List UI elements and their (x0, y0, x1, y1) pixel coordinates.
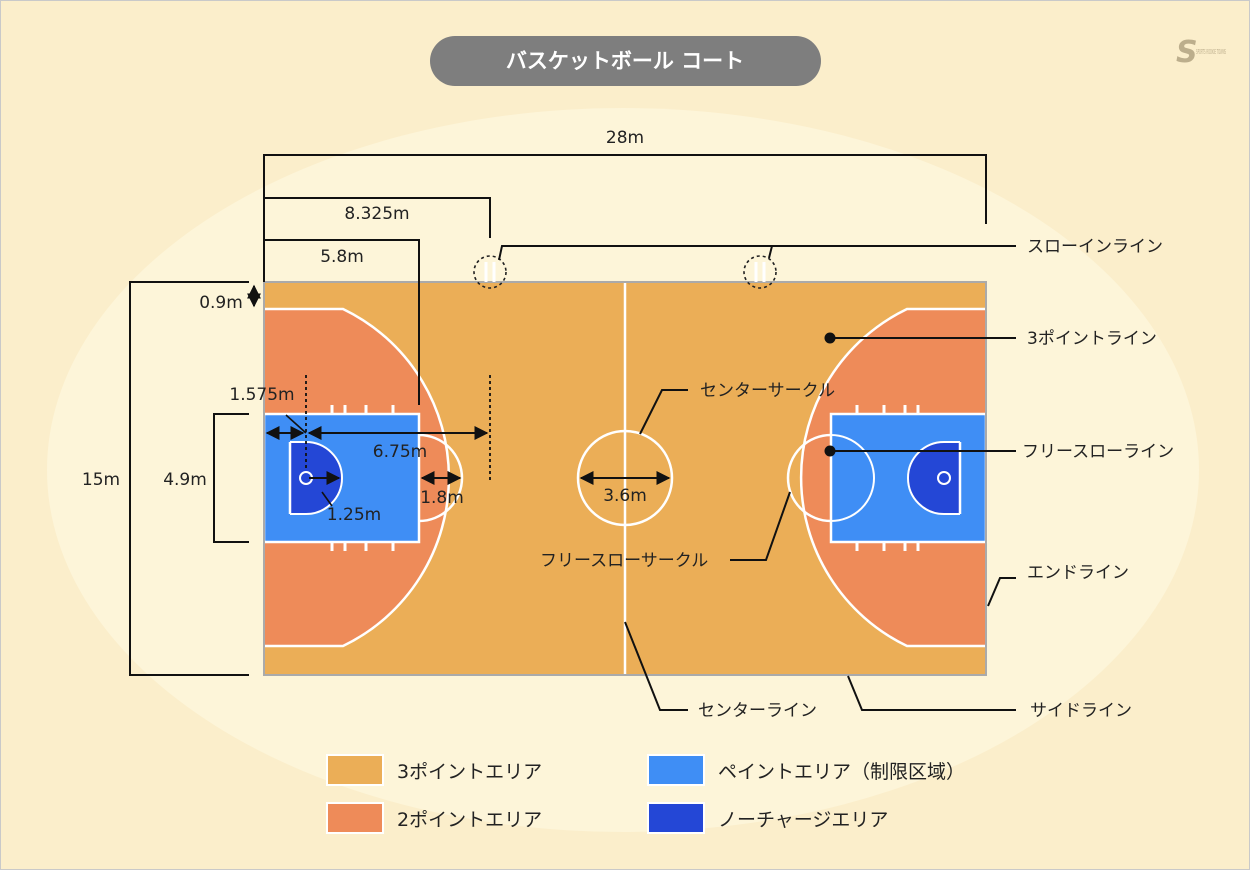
dim-09m: 0.9m (199, 293, 243, 313)
no-charge-line-left (290, 441, 343, 515)
three-point-line-right (799, 307, 986, 648)
dim-58m: 5.8m (320, 247, 364, 267)
logo: S SPORTS ROOKIE TOWNS (1176, 35, 1226, 70)
lane-marks-left (330, 405, 395, 551)
legend-swatch-no-charge (647, 802, 705, 834)
throw-in-marks (473, 255, 777, 289)
dimension-arrows (247, 284, 671, 507)
dim-125m: 1.25m (327, 505, 381, 525)
callout-dot-free-throw (824, 445, 836, 457)
legend-label: 3ポイントエリア (397, 761, 542, 783)
court (262, 255, 988, 676)
callout-lines (498, 245, 1016, 711)
legend-label: 2ポイントエリア (397, 809, 542, 831)
label-center-line: センターライン (698, 701, 817, 721)
dim-1575m: 1.575m (229, 385, 294, 405)
basket-right (937, 471, 951, 485)
label-three-point-line: 3ポイントライン (1027, 329, 1157, 349)
svg-text:S: S (1176, 35, 1198, 70)
label-throw-in-line: スローインライン (1027, 237, 1163, 257)
dimension-labels: 28m 8.325m 5.8m 0.9m 15m 4.9m 1.575m 6.7… (82, 128, 647, 525)
dimension-lines (129, 154, 987, 676)
label-side-line: サイドライン (1030, 701, 1132, 721)
label-free-throw-circle: フリースローサークル (540, 551, 708, 571)
legend-label: ノーチャージエリア (718, 809, 888, 831)
callout-dot-three-point (824, 332, 836, 344)
dim-28m: 28m (606, 128, 644, 148)
legend-label: ペイントエリア（制限区域） (718, 761, 965, 783)
no-charge-area-right (908, 442, 960, 514)
dim-675m: 6.75m (373, 442, 427, 462)
label-end-line: エンドライン (1027, 563, 1129, 583)
legend: 3ポイントエリア 2ポイントエリア ペイントエリア（制限区域） ノーチャージエリ… (326, 754, 965, 834)
dim-18m: 1.8m (420, 488, 464, 508)
dim-8325m: 8.325m (344, 204, 409, 224)
free-throw-circle-inner-right (830, 434, 875, 522)
center-circle (576, 429, 674, 527)
no-charge-line-right (907, 441, 960, 515)
legend-item: ノーチャージエリア (647, 802, 888, 834)
label-center-circle: センターサークル (700, 381, 835, 401)
dim-49m: 4.9m (163, 470, 207, 490)
lane-marks-right (855, 405, 920, 551)
title-badge: バスケットボール コート (430, 36, 821, 86)
logo-text: SPORTS ROOKIE TOWNS (1196, 48, 1226, 56)
dim-15m: 15m (82, 470, 120, 490)
legend-item: ペイントエリア（制限区域） (647, 754, 965, 786)
dim-36m: 3.6m (603, 486, 647, 506)
legend-swatch-paint (647, 754, 705, 786)
callout-labels: スローインライン 3ポイントライン フリースローライン エンドライン サイドライ… (540, 237, 1174, 721)
court-border (263, 281, 987, 676)
free-throw-circle-right (786, 433, 832, 523)
legend-swatch-two-point (326, 802, 384, 834)
page-title: バスケットボール コート (506, 49, 744, 73)
label-free-throw-line: フリースローライン (1022, 442, 1174, 462)
legend-swatch-three-point (326, 754, 384, 786)
legend-item: 3ポイントエリア (326, 754, 542, 786)
legend-item: 2ポイントエリア (326, 802, 542, 834)
